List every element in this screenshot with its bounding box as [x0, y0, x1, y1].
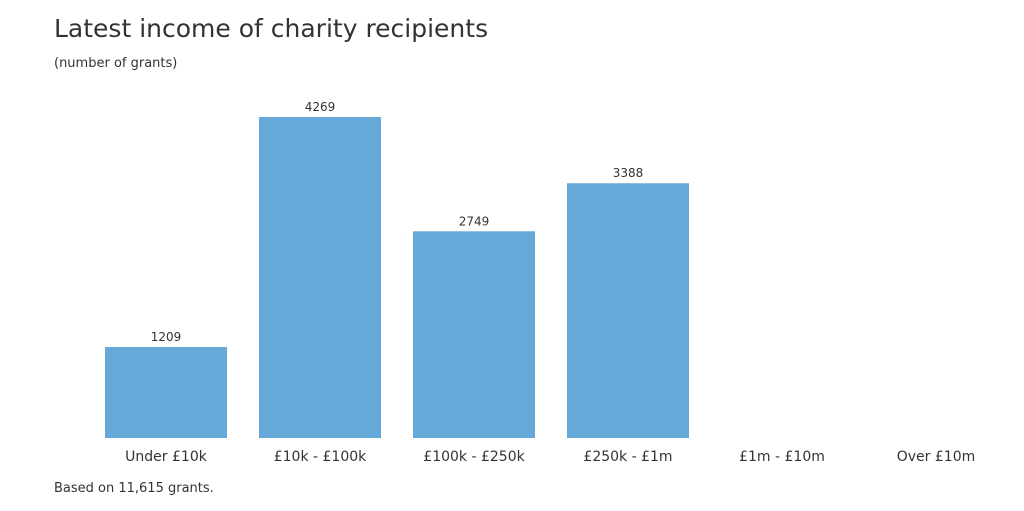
data-labels-layer: 1209 4269 2749 3388 — [151, 100, 644, 344]
bar-0 — [105, 347, 227, 438]
data-label-0: 1209 — [151, 330, 182, 344]
x-tick-label-3: £250k - £1m — [583, 449, 672, 465]
bar-1 — [259, 117, 381, 438]
x-tick-label-1: £10k - £100k — [274, 449, 367, 465]
bar-2 — [413, 231, 535, 438]
chart-subtitle: (number of grants) — [54, 56, 178, 71]
chart-footnote: Based on 11,615 grants. — [54, 481, 214, 496]
data-label-1: 4269 — [305, 100, 336, 114]
data-label-3: 3388 — [613, 166, 644, 180]
x-tick-label-0: Under £10k — [125, 449, 208, 465]
x-tick-labels-layer: Under £10k £10k - £100k £100k - £250k £250k… — [125, 449, 975, 465]
x-tick-label-4: £1m - £10m — [739, 449, 825, 465]
x-tick-label-2: £100k - £250k — [423, 449, 525, 465]
bars-layer — [105, 117, 689, 438]
x-tick-label-5: Over £10m — [897, 449, 975, 465]
chart-title: Latest income of charity recipients — [54, 14, 489, 43]
bar-3 — [567, 183, 689, 438]
data-label-2: 2749 — [459, 214, 490, 228]
